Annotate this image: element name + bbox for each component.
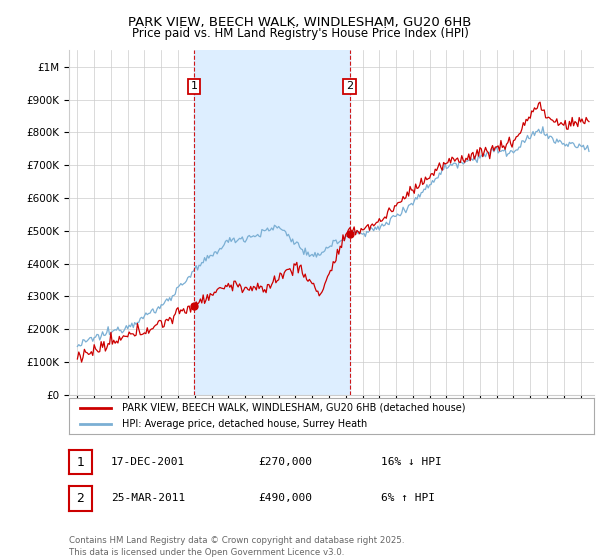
Text: Price paid vs. HM Land Registry's House Price Index (HPI): Price paid vs. HM Land Registry's House …: [131, 27, 469, 40]
Text: 1: 1: [76, 455, 85, 469]
Text: PARK VIEW, BEECH WALK, WINDLESHAM, GU20 6HB: PARK VIEW, BEECH WALK, WINDLESHAM, GU20 …: [128, 16, 472, 29]
Bar: [194, 50, 350, 395]
Text: HPI: Average price, detached house, Surrey Heath: HPI: Average price, detached house, Surr…: [121, 419, 367, 429]
Text: 1: 1: [191, 82, 197, 91]
Text: 25-MAR-2011: 25-MAR-2011: [111, 493, 185, 503]
Text: 6% ↑ HPI: 6% ↑ HPI: [381, 493, 435, 503]
Text: 2: 2: [346, 82, 353, 91]
Text: £270,000: £270,000: [258, 457, 312, 467]
Text: Contains HM Land Registry data © Crown copyright and database right 2025.
This d: Contains HM Land Registry data © Crown c…: [69, 536, 404, 557]
Text: 16% ↓ HPI: 16% ↓ HPI: [381, 457, 442, 467]
Text: £490,000: £490,000: [258, 493, 312, 503]
Text: 2: 2: [76, 492, 85, 505]
Text: 17-DEC-2001: 17-DEC-2001: [111, 457, 185, 467]
Text: PARK VIEW, BEECH WALK, WINDLESHAM, GU20 6HB (detached house): PARK VIEW, BEECH WALK, WINDLESHAM, GU20 …: [121, 403, 465, 413]
